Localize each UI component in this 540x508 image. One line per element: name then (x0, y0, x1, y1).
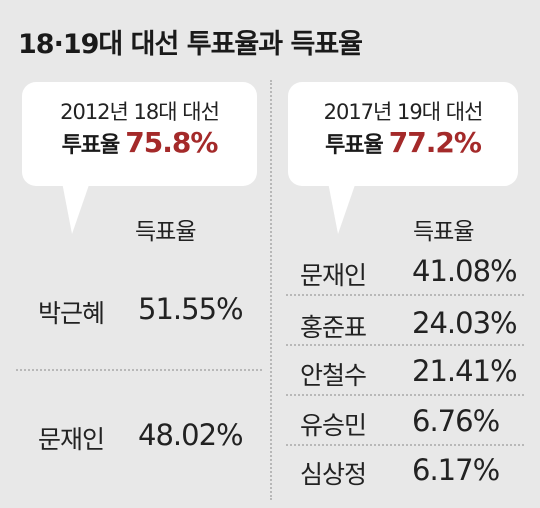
row-divider (286, 344, 524, 346)
candidate-share: 48.02% (138, 418, 244, 452)
candidate-share: 24.03% (412, 306, 518, 340)
turnout-value: 75.8% (125, 126, 218, 159)
candidate-name: 심상정 (300, 460, 367, 489)
turnout-line: 투표율 75.8% (22, 126, 257, 159)
column-divider (270, 80, 272, 500)
row-divider (16, 369, 262, 371)
candidate-name: 홍준표 (300, 313, 367, 342)
turnout-value: 77.2% (388, 126, 482, 159)
row-divider (286, 294, 524, 296)
bubble-tail (328, 182, 356, 234)
election-label: 2012년 18대 대선 (60, 100, 220, 124)
vote-share-header: 득표율 (135, 219, 196, 245)
candidate-name: 문재인 (300, 261, 367, 290)
candidate-name: 안철수 (300, 361, 367, 390)
turnout-bubble-2017: 2017년 19대 대선 투표율 77.2% (288, 82, 518, 234)
row-divider (286, 444, 524, 446)
vote-share-header: 득표율 (413, 219, 474, 245)
candidate-name: 박근혜 (38, 299, 105, 328)
candidate-share: 51.55% (138, 292, 244, 326)
turnout-label: 투표율 (325, 133, 384, 158)
turnout-bubble-2012: 2012년 18대 대선 투표율 75.8% (22, 82, 257, 234)
candidate-share: 21.41% (412, 354, 518, 388)
turnout-label: 투표율 (61, 133, 121, 158)
candidate-share: 6.17% (412, 453, 500, 487)
page-title: 18·19대 대선 투표율과 득표율 (18, 29, 363, 60)
election-label: 2017년 19대 대선 (323, 100, 484, 124)
turnout-line: 투표율 77.2% (288, 126, 518, 159)
candidate-share: 41.08% (412, 254, 518, 288)
candidate-share: 6.76% (412, 404, 500, 438)
candidate-name: 유승민 (300, 411, 367, 440)
bubble-tail (62, 182, 90, 234)
candidate-name: 문재인 (38, 425, 105, 454)
row-divider (286, 394, 524, 396)
